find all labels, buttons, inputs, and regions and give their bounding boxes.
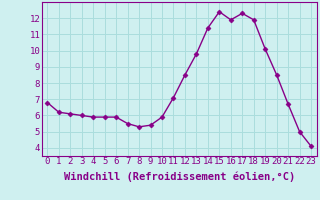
X-axis label: Windchill (Refroidissement éolien,°C): Windchill (Refroidissement éolien,°C) bbox=[64, 172, 295, 182]
